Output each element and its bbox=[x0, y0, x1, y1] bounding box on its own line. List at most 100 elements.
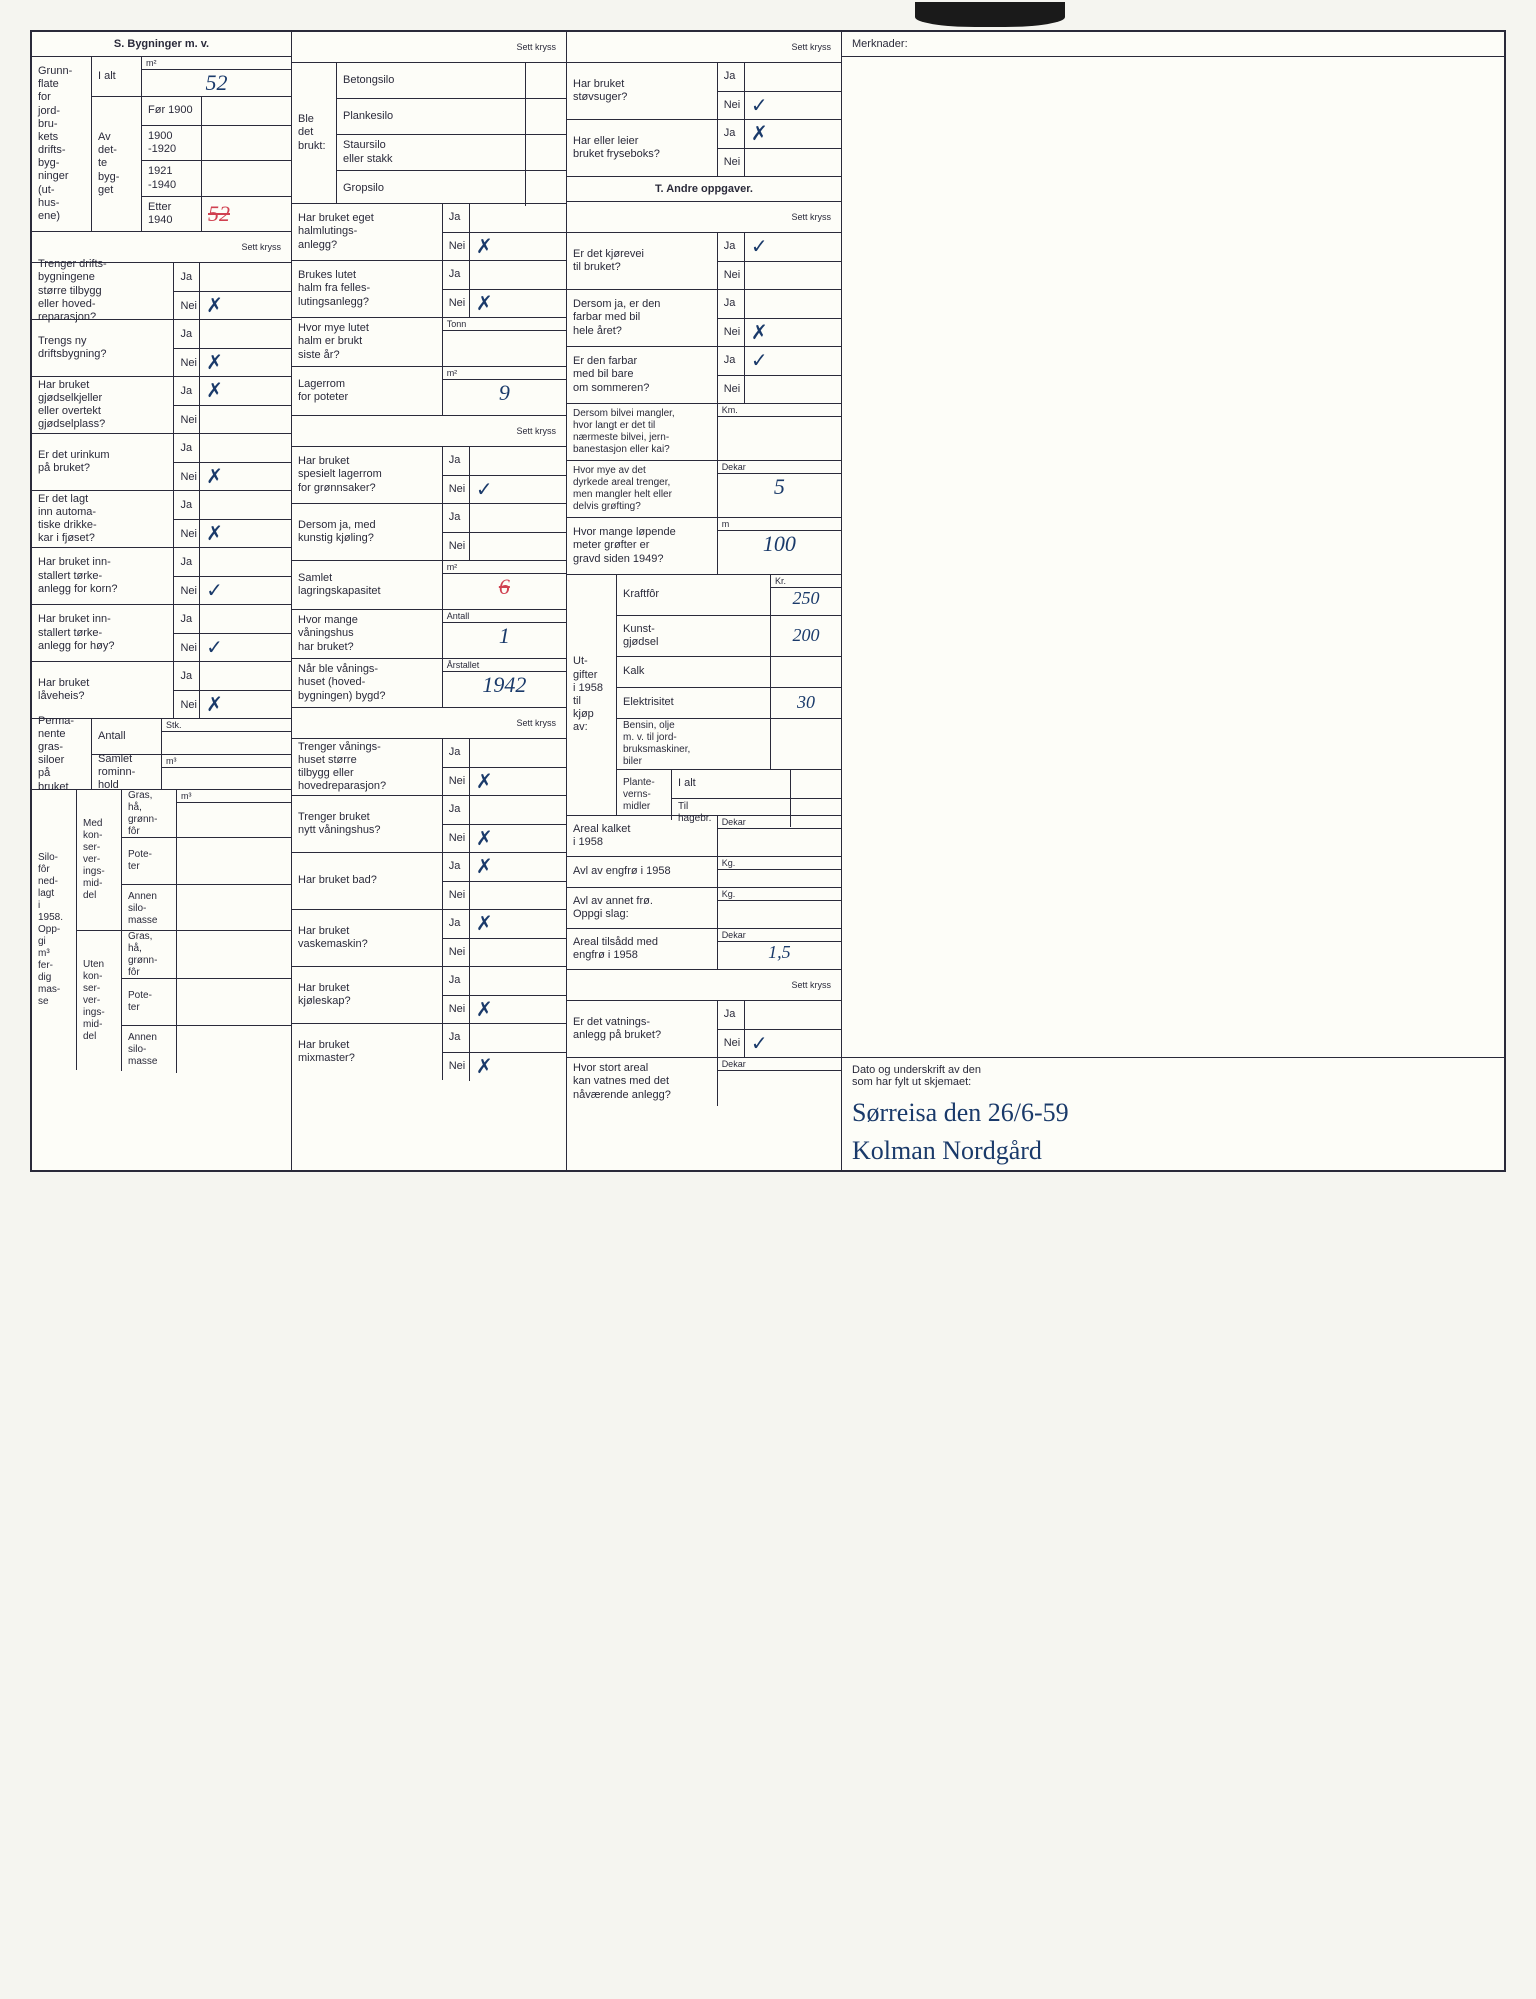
trenger-nei: ✗ bbox=[206, 294, 221, 318]
q-laveheis: Har bruket låveheis? bbox=[32, 662, 174, 718]
etter1940-val: 52 bbox=[202, 197, 291, 231]
q-farbar-hele: Dersom ja, er den farbar med bil hele år… bbox=[567, 290, 718, 346]
poteter-2: Pote- ter bbox=[122, 979, 177, 1025]
grofting-val: 5 bbox=[718, 474, 841, 500]
elektrisitet: Elektrisitet bbox=[617, 688, 771, 718]
farbar-sommer-ja: ✓ bbox=[751, 349, 767, 373]
q-vatnes: Hvor stort areal kan vatnes med det nåvæ… bbox=[567, 1058, 718, 1106]
annen-2: Annen silo- masse bbox=[122, 1026, 177, 1073]
betongsilo: Betongsilo bbox=[337, 63, 526, 98]
trenger-van-nei: ✗ bbox=[476, 770, 492, 794]
arstallet-unit: Årstallet bbox=[443, 659, 566, 672]
mix-nei: ✗ bbox=[476, 1055, 492, 1079]
m2-unit-2: m² bbox=[443, 367, 566, 380]
q-engfro: Avl av engfrø i 1958 bbox=[567, 857, 718, 887]
tonn-unit: Tonn bbox=[443, 318, 566, 331]
gjodsel-ja: ✗ bbox=[206, 379, 221, 403]
gras-2: Gras, hå, grønn- fôr bbox=[122, 931, 177, 978]
kunstgjodsel-val: 200 bbox=[777, 625, 835, 647]
tilsadd-val: 1,5 bbox=[718, 942, 841, 963]
q-vaningshus: Hvor mange våningshus har bruket? bbox=[292, 610, 443, 658]
period-3: Etter 1940 bbox=[142, 197, 202, 231]
bygd-val: 1942 bbox=[443, 672, 566, 698]
dato-label: Dato og underskrift av den som har fylt … bbox=[842, 1057, 1504, 1094]
q-halm: Har bruket eget halmlutings- anlegg? bbox=[292, 204, 443, 260]
poteter-1: Pote- ter bbox=[122, 838, 177, 884]
trengs-ny-nei: ✗ bbox=[206, 351, 221, 375]
med-kon: Med kon- ser- ver- ings- mid- del bbox=[77, 790, 122, 930]
torke-hoy-nei: ✓ bbox=[206, 636, 221, 660]
plante: Plante- verns- midler bbox=[617, 770, 672, 820]
m2-unit: m² bbox=[142, 57, 291, 70]
drikke-nei: ✗ bbox=[206, 522, 221, 546]
kalk: Kalk bbox=[617, 657, 771, 687]
signature-line-2: Kolman Nordgård bbox=[842, 1132, 1504, 1170]
q-trenger-van: Trenger vånings- huset større tilbygg el… bbox=[292, 739, 443, 795]
kjorevei-ja: ✓ bbox=[751, 235, 767, 259]
q-tilsadd: Areal tilsådd med engfrø i 1958 bbox=[567, 929, 718, 969]
perma-antall: Antall bbox=[92, 719, 162, 754]
q-vaske: Har bruket vaskemaskin? bbox=[292, 910, 443, 966]
lagerrom-val: 9 bbox=[443, 380, 566, 406]
farbar-hele-nei: ✗ bbox=[751, 321, 767, 345]
kjole-nei: ✗ bbox=[476, 998, 492, 1022]
vatning-nei: ✓ bbox=[751, 1032, 767, 1056]
kunstgjodsel: Kunst- gjødsel bbox=[617, 616, 771, 656]
q-lagerrom-gronn: Har bruket spesielt lagerrom for grønnsa… bbox=[292, 447, 443, 503]
census-form: S. Bygninger m. v. Grunn- flate for jord… bbox=[30, 30, 1506, 1172]
kr-unit: Kr. bbox=[771, 575, 841, 588]
perma-label: Perma- nente gras- siloer på bruket bbox=[32, 719, 92, 789]
q-torke-korn: Har bruket inn- stallert tørke- anlegg f… bbox=[32, 548, 174, 604]
m-unit: m bbox=[718, 518, 841, 531]
q-stovsuger: Har bruket støvsuger? bbox=[567, 63, 718, 119]
section-t-title: T. Andre oppgaver. bbox=[567, 177, 841, 202]
sett-kryss-1: Sett kryss bbox=[36, 233, 287, 261]
section-s-title: S. Bygninger m. v. bbox=[32, 32, 291, 57]
grunnflate-label: Grunn- flate for jord- bru- kets drifts-… bbox=[32, 57, 92, 231]
q-trenger: Trenger drifts- bygningene større tilbyg… bbox=[32, 263, 174, 319]
fryseboks-ja: ✗ bbox=[751, 122, 767, 146]
torn-edge bbox=[915, 2, 1065, 27]
period-2: 1921 -1940 bbox=[142, 161, 202, 195]
m3-unit: m³ bbox=[162, 755, 291, 768]
antall-unit: Antall bbox=[443, 610, 566, 623]
merknader-column: Merknader: Dato og underskrift av den so… bbox=[842, 32, 1504, 1170]
gras-1: Gras, hå, grønn- fôr bbox=[122, 790, 177, 837]
lagerrom: Lagerrom for poteter bbox=[292, 367, 443, 415]
q-brukes-lutet: Brukes lutet halm fra felles- lutingsanl… bbox=[292, 261, 443, 317]
staursilo: Staursilo eller stakk bbox=[337, 135, 526, 170]
uten-kon: Uten kon- ser- ver- ings- mid- del bbox=[77, 931, 122, 1071]
q-kjole: Har bruket kjøleskap? bbox=[292, 967, 443, 1023]
signature-line-1: Sørreisa den 26/6-59 bbox=[842, 1094, 1504, 1132]
bensin: Bensin, olje m. v. til jord- bruksmaskin… bbox=[617, 719, 771, 769]
q-gjodsel: Har bruket gjødselkjeller eller overtekt… bbox=[32, 377, 174, 433]
ialt-label: I alt bbox=[92, 57, 142, 96]
ialt-value: 52 bbox=[142, 70, 291, 96]
kraftfor: Kraftfôr bbox=[617, 575, 771, 615]
brukes-nei: ✗ bbox=[476, 292, 492, 316]
sett-kryss-2: Sett kryss bbox=[296, 33, 562, 61]
dekar-unit: Dekar bbox=[718, 461, 841, 474]
q-annet-fro: Avl av annet frø. Oppgi slag: bbox=[567, 888, 718, 928]
q-farbar-sommer: Er den farbar med bil bare om sommeren? bbox=[567, 347, 718, 403]
q-kjoling: Dersom ja, med kunstig kjøling? bbox=[292, 504, 443, 560]
urinkum-nei: ✗ bbox=[206, 465, 221, 489]
period-1: 1900 -1920 bbox=[142, 126, 202, 160]
grofter-val: 100 bbox=[718, 531, 841, 557]
utgifter-label: Ut- gifter i 1958 til kjøp av: bbox=[567, 575, 617, 815]
column-s: S. Bygninger m. v. Grunn- flate for jord… bbox=[32, 32, 292, 1170]
q-grofter: Hvor mange løpende meter grøfter er grav… bbox=[567, 518, 718, 574]
stk-unit: Stk. bbox=[162, 719, 291, 732]
bad-ja: ✗ bbox=[476, 855, 492, 879]
perma-samlet: Samlet rominn- hold bbox=[92, 755, 162, 790]
ble-brukt: Ble det brukt: bbox=[292, 63, 337, 203]
q-trengs-ny: Trengs ny driftsbygning? bbox=[32, 320, 174, 376]
q-bygd: Når ble vånings- huset (hoved- bygningen… bbox=[292, 659, 443, 707]
ja: Ja bbox=[174, 263, 200, 291]
kraftfor-val: 250 bbox=[771, 588, 841, 609]
lagerrom-gronn-nei: ✓ bbox=[476, 478, 492, 502]
column-3: Sett kryss Har bruket støvsuger? Ja Nei✓… bbox=[567, 32, 842, 1170]
q-vatning: Er det vatnings- anlegg på bruket? bbox=[567, 1001, 718, 1057]
av-dette-label: Av det- te byg- get bbox=[92, 97, 142, 231]
ialt: I alt bbox=[672, 770, 791, 798]
